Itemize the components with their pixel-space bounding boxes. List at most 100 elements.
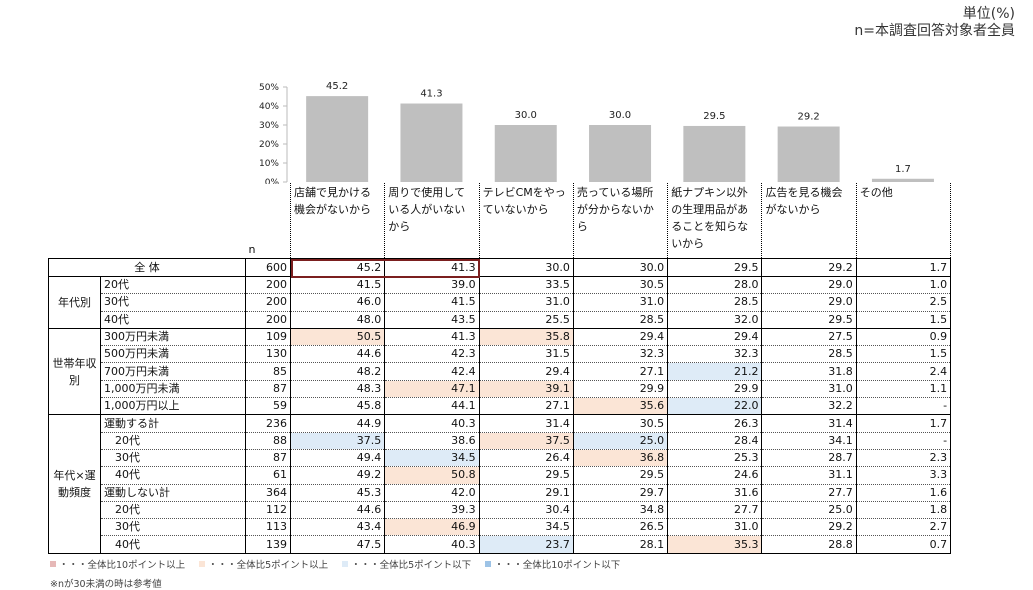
value-cell: 40.3: [384, 535, 480, 554]
value-cell: 1.0: [855, 276, 952, 295]
value-cell: 35.8: [478, 328, 574, 347]
row-label: 1,000万円以上: [100, 397, 246, 416]
value-cell: 35.6: [572, 397, 668, 416]
value-cell: 29.2: [761, 258, 857, 277]
value-label: 30.0: [609, 110, 631, 121]
value-cell: 1.5: [855, 345, 952, 364]
value-cell: 30.4: [478, 501, 574, 520]
n-cell: 109: [245, 328, 291, 347]
value-cell: 43.4: [289, 518, 385, 537]
n-cell: 59: [245, 397, 291, 416]
value-cell: 33.5: [478, 276, 574, 295]
highlight-box: [290, 258, 481, 278]
value-cell: 29.5: [667, 258, 762, 277]
value-label: 1.7: [895, 164, 911, 175]
value-cell: 29.5: [478, 466, 574, 485]
value-cell: 29.1: [478, 484, 574, 502]
value-cell: 50.5: [289, 328, 385, 347]
value-cell: 25.0: [572, 432, 668, 450]
value-cell: 45.3: [289, 484, 385, 502]
row-label: 30代: [100, 518, 246, 537]
value-cell: 41.3: [384, 328, 480, 347]
n-cell: 88: [245, 432, 291, 450]
y-tick-label: 20%: [259, 140, 279, 150]
row-label: 20代: [100, 276, 246, 295]
value-cell: 45.8: [289, 397, 385, 416]
value-cell: 41.5: [384, 293, 480, 312]
legend-swatch: [342, 561, 349, 567]
value-cell: 23.7: [478, 535, 574, 554]
bar: [400, 103, 463, 182]
value-cell: 31.5: [478, 345, 574, 364]
header-row: n 店舗で見かける機会がないから 周りで使用している人がいないから テレビCMをやって…: [48, 183, 952, 259]
value-label: 45.2: [326, 81, 348, 92]
data-row: 40代 61 49.2 50.8 29.5 29.5 24.6 31.1 3.3: [49, 466, 952, 485]
value-cell: 26.5: [572, 518, 668, 537]
n-cell: 113: [245, 518, 291, 537]
value-cell: -: [855, 432, 952, 450]
value-cell: 31.1: [761, 466, 857, 485]
y-tick-label: 0%: [265, 178, 280, 184]
value-cell: 29.5: [572, 466, 668, 485]
row-label: 40代: [100, 311, 246, 329]
bar: [871, 178, 934, 182]
y-tick-label: 10%: [259, 159, 279, 169]
value-cell: 32.3: [572, 345, 668, 364]
row-label: 20代: [100, 432, 246, 450]
value-cell: 44.6: [289, 501, 385, 520]
value-cell: 21.2: [667, 362, 762, 381]
value-cell: 29.9: [667, 380, 762, 399]
value-cell: 43.5: [384, 311, 480, 329]
results-table: n 店舗で見かける機会がないから 周りで使用している人がいないから テレビCMをやって…: [48, 183, 952, 554]
value-cell: 31.6: [667, 484, 762, 502]
value-cell: 30.5: [572, 414, 668, 433]
data-row: 運動しない計 364 45.3 42.0 29.1 29.7 31.6 27.7 1.6: [49, 484, 952, 502]
value-cell: 32.2: [761, 397, 857, 416]
n-cell: 364: [245, 484, 291, 502]
value-cell: 29.2: [761, 518, 857, 537]
legend-label: ・・・全体比10ポイント以上: [59, 560, 186, 571]
row-label: 40代: [100, 535, 246, 554]
value-cell: 2.3: [855, 449, 952, 468]
value-cell: 37.5: [478, 432, 574, 450]
value-label: 41.3: [420, 89, 442, 100]
value-cell: 41.5: [289, 276, 385, 295]
value-cell: 1.8: [855, 501, 952, 520]
value-cell: 25.0: [761, 501, 857, 520]
unit-note: 単位(%): [962, 6, 1015, 22]
value-cell: 28.5: [667, 293, 762, 312]
value-cell: 28.4: [667, 432, 762, 450]
value-cell: 34.1: [761, 432, 857, 450]
value-cell: 28.7: [761, 449, 857, 468]
n-cell: 130: [245, 345, 291, 364]
legend-item: ・・・全体比5ポイント以上: [199, 557, 328, 571]
value-cell: 24.6: [667, 466, 762, 485]
value-cell: 29.4: [667, 328, 762, 347]
legend-item: ・・・全体比5ポイント以下: [342, 557, 471, 571]
row-label: 30代: [100, 449, 246, 468]
value-cell: -: [855, 397, 952, 416]
value-cell: 44.9: [289, 414, 385, 433]
data-row: 20代 88 37.5 38.6 37.5 25.0 28.4 34.1-: [49, 432, 952, 450]
data-row: 40代 200 48.0 43.5 25.5 28.5 32.0 29.5 1.5: [49, 311, 952, 329]
category-header: 広告を見る機会がないから: [761, 183, 857, 259]
n-cell: 61: [245, 466, 291, 485]
value-cell: 42.0: [384, 484, 480, 502]
value-cell: 2.7: [855, 518, 952, 537]
value-cell: 50.8: [384, 466, 480, 485]
data-row: 500万円未満 130 44.6 42.3 31.5 32.3 32.3 28.5 1.5: [49, 345, 952, 364]
data-row: 30代 200 46.0 41.5 31.0 31.0 28.5 29.0 2.5: [49, 293, 952, 312]
header-empty: [48, 183, 101, 259]
group-label: 世帯年収別: [48, 328, 101, 416]
bar: [683, 125, 746, 182]
n-cell: 87: [245, 380, 291, 399]
value-cell: 48.3: [289, 380, 385, 399]
data-row: 世帯年収別 300万円未満 109 50.5 41.3 35.8 29.4 29.4 27.5 0…: [48, 328, 952, 416]
n-cell: 236: [245, 414, 291, 433]
footnote: ※nが30未満の時は参考値: [50, 579, 162, 590]
data-row: 年代別 20代 200 41.5 39.0 33.5 30.5 28.0 29.0 1.0: [48, 276, 952, 329]
value-cell: 42.3: [384, 345, 480, 364]
value-cell: 31.8: [761, 362, 857, 381]
value-cell: 46.9: [384, 518, 480, 537]
